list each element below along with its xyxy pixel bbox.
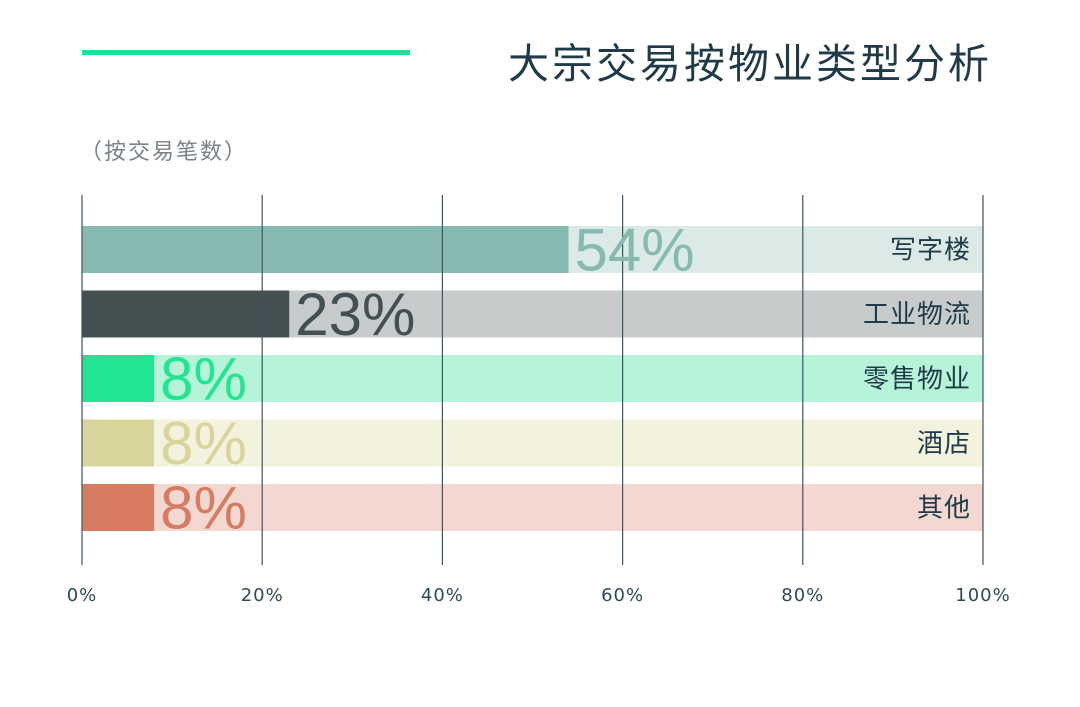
bar — [82, 484, 155, 531]
category-label: 酒店 — [917, 429, 971, 459]
x-tick-label: 80% — [781, 585, 824, 606]
value-label: 23% — [295, 281, 415, 348]
bar-track — [82, 355, 983, 402]
value-label: 54% — [575, 217, 695, 284]
x-tick-label: 40% — [421, 585, 464, 606]
x-tick-label: 100% — [955, 585, 1010, 606]
value-label: 8% — [160, 475, 247, 542]
x-tick-label: 20% — [241, 585, 284, 606]
bars-group — [82, 226, 983, 531]
bar — [82, 419, 155, 467]
bar-track — [82, 419, 983, 467]
bar — [82, 290, 290, 338]
value-label: 8% — [160, 346, 247, 413]
bar-track — [82, 484, 983, 531]
chart-subtitle: （按交易笔数） — [80, 140, 249, 165]
category-label: 工业物流 — [863, 300, 971, 330]
x-tick-label: 0% — [67, 585, 98, 606]
bar — [82, 226, 569, 273]
labels-group: 54% 写字楼 23% 工业物流 8% 零售物业 8% 酒店 8% 其他 0% 20% 40% 60% 80… — [67, 217, 1010, 607]
gridlines-group — [81, 195, 984, 565]
bar — [82, 355, 155, 402]
category-label: 零售物业 — [863, 365, 971, 395]
category-label: 其他 — [917, 494, 971, 524]
chart-title: 大宗交易按物业类型分析 — [508, 40, 992, 88]
category-label: 写字楼 — [890, 236, 971, 266]
title-accent-line — [82, 50, 410, 55]
value-label: 8% — [160, 410, 247, 477]
x-tick-label: 60% — [601, 585, 644, 606]
